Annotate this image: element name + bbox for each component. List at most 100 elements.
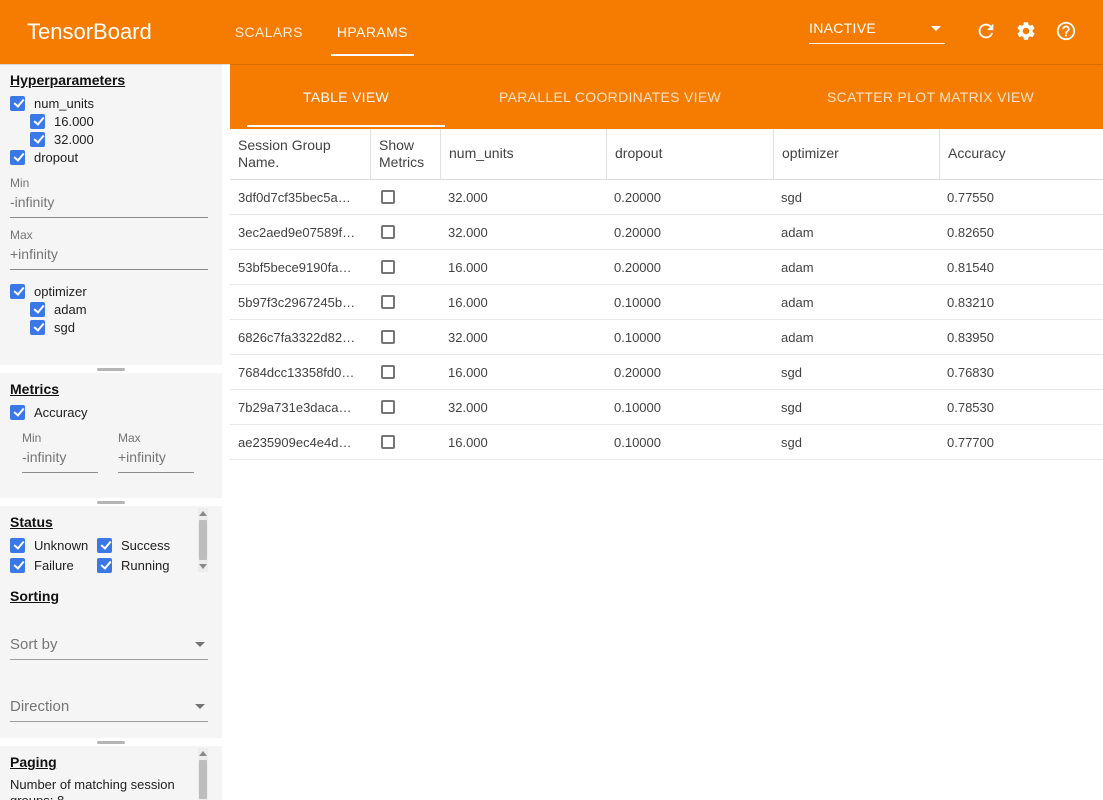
tab-hparams[interactable]: HPARAMS: [320, 8, 425, 56]
cell-optimizer: sgd: [781, 399, 802, 415]
metrics-max-col: Max: [118, 423, 194, 473]
checkbox-icon: [30, 301, 45, 317]
table-row[interactable]: 3ec2aed9e07589f… 32.000 0.20000 adam 0.8…: [230, 215, 1103, 250]
checkbox-label: Unknown: [34, 537, 89, 553]
checkbox-icon: [10, 283, 25, 299]
cell-num-units: 32.000: [448, 189, 488, 205]
sort-by-value: Sort by: [10, 636, 58, 653]
help-icon[interactable]: [1055, 20, 1079, 44]
checkbox-label: Running: [121, 557, 170, 573]
col-session-group-name[interactable]: Session Group Name.: [238, 136, 331, 171]
run-status-dropdown[interactable]: INACTIVE: [809, 20, 945, 44]
refresh-icon[interactable]: [975, 20, 999, 44]
checkbox-icon: [10, 95, 25, 111]
metrics-min-max: Min Max: [22, 423, 222, 473]
cell-show-metrics: [370, 225, 440, 239]
checkbox-icon: [30, 319, 45, 335]
run-status-value: INACTIVE: [809, 20, 876, 36]
table-row[interactable]: 7b29a731e3daca… 32.000 0.10000 sgd 0.785…: [230, 390, 1103, 425]
checkbox-row-accuracy[interactable]: Accuracy: [10, 403, 222, 421]
cell-show-metrics: [370, 400, 440, 414]
show-metrics-checkbox[interactable]: [381, 330, 395, 344]
session-group-table: Session Group Name. Show Metrics num_uni…: [230, 129, 1103, 800]
cell-session-group-name: 7684dcc13358fd0…: [238, 364, 355, 380]
show-metrics-checkbox[interactable]: [381, 295, 395, 309]
show-metrics-checkbox[interactable]: [381, 190, 395, 204]
cell-session-group-name: 5b97f3c2967245b…: [238, 294, 356, 310]
checkbox-icon: [30, 113, 45, 129]
table-row[interactable]: 6826c7fa3322d82… 32.000 0.10000 adam 0.8…: [230, 320, 1103, 355]
pane-resize-handle[interactable]: [0, 498, 222, 506]
checkbox-label: 32.000: [54, 131, 94, 147]
pane-resize-handle[interactable]: [0, 738, 222, 746]
cell-show-metrics: [370, 190, 440, 204]
cell-optimizer: adam: [781, 329, 814, 345]
checkbox-icon: [10, 149, 25, 165]
cell-optimizer: adam: [781, 259, 814, 275]
direction-select[interactable]: Direction: [10, 692, 208, 722]
status-heading: Status: [10, 514, 53, 530]
status-scrollbar[interactable]: [198, 508, 208, 572]
tab-parallel-coordinates-view[interactable]: PARALLEL COORDINATES VIEW: [462, 64, 758, 129]
col-accuracy[interactable]: Accuracy: [939, 129, 1103, 179]
paging-scrollbar[interactable]: [198, 748, 208, 800]
dropout-max-input[interactable]: [10, 242, 208, 270]
col-show-metrics[interactable]: Show Metrics: [370, 129, 440, 179]
checkbox-label: num_units: [34, 95, 94, 111]
col-optimizer[interactable]: optimizer: [773, 129, 939, 179]
cell-accuracy: 0.83210: [947, 294, 994, 310]
sort-by-select[interactable]: Sort by: [10, 630, 208, 660]
metrics-min-input[interactable]: [22, 445, 98, 473]
metrics-max-input[interactable]: [118, 445, 194, 473]
checkbox-row-optimizer[interactable]: optimizer: [10, 282, 222, 300]
toolbar-right: INACTIVE: [809, 20, 1079, 44]
tab-scalars[interactable]: SCALARS: [218, 8, 320, 56]
checkbox-row-num-units-16[interactable]: 16.000: [30, 112, 222, 130]
checkbox-row-num-units-32[interactable]: 32.000: [30, 130, 222, 148]
gear-icon[interactable]: [1015, 20, 1039, 44]
checkbox-icon: [97, 557, 112, 573]
cell-num-units: 16.000: [448, 294, 488, 310]
cell-session-group-name: 3df0d7cf35bec5a…: [238, 189, 351, 205]
checkbox-row-sgd[interactable]: sgd: [30, 318, 222, 336]
checkbox-icon: [30, 131, 45, 147]
cell-num-units: 16.000: [448, 259, 488, 275]
table-row[interactable]: 3df0d7cf35bec5a… 32.000 0.20000 sgd 0.77…: [230, 180, 1103, 215]
table-row[interactable]: 53bf5bece9190fa… 16.000 0.20000 adam 0.8…: [230, 250, 1103, 285]
checkbox-row-dropout[interactable]: dropout: [10, 148, 222, 166]
resize-grip: [97, 740, 125, 744]
table-row[interactable]: 7684dcc13358fd0… 16.000 0.20000 sgd 0.76…: [230, 355, 1103, 390]
table-row[interactable]: 5b97f3c2967245b… 16.000 0.10000 adam 0.8…: [230, 285, 1103, 320]
cell-optimizer: sgd: [781, 434, 802, 450]
show-metrics-checkbox[interactable]: [381, 365, 395, 379]
paging-pane: Paging Number of matching session groups…: [0, 746, 222, 800]
checkbox-row-success[interactable]: Success: [97, 536, 196, 554]
tab-scatter-plot-matrix-view[interactable]: SCATTER PLOT MATRIX VIEW: [758, 64, 1103, 129]
cell-accuracy: 0.77550: [947, 189, 994, 205]
checkbox-row-num-units[interactable]: num_units: [10, 94, 222, 112]
cell-dropout: 0.10000: [614, 329, 661, 345]
tab-table-view[interactable]: TABLE VIEW: [230, 64, 462, 129]
show-metrics-checkbox[interactable]: [381, 260, 395, 274]
cell-show-metrics: [370, 260, 440, 274]
pane-resize-handle[interactable]: [0, 365, 222, 373]
show-metrics-checkbox[interactable]: [381, 435, 395, 449]
checkbox-row-running[interactable]: Running: [97, 556, 196, 574]
col-dropout[interactable]: dropout: [606, 129, 773, 179]
show-metrics-checkbox[interactable]: [381, 400, 395, 414]
cell-accuracy: 0.78530: [947, 399, 994, 415]
top-toolbar: TensorBoard SCALARS HPARAMS INACTIVE: [0, 0, 1103, 64]
checkbox-row-unknown[interactable]: Unknown: [10, 536, 97, 554]
hyperparameters-pane: Hyperparameters num_units 16.000 32.000 …: [0, 64, 222, 365]
cell-optimizer: sgd: [781, 189, 802, 205]
checkbox-row-adam[interactable]: adam: [30, 300, 222, 318]
dropout-min-input[interactable]: [10, 190, 208, 218]
show-metrics-checkbox[interactable]: [381, 225, 395, 239]
resize-grip: [97, 367, 125, 371]
content-area: Hyperparameters num_units 16.000 32.000 …: [0, 64, 1103, 800]
tab-parallel-coordinates-label: PARALLEL COORDINATES VIEW: [499, 88, 721, 105]
table-header: Session Group Name. Show Metrics num_uni…: [230, 129, 1103, 180]
table-row[interactable]: ae235909ec4e4d… 16.000 0.10000 sgd 0.777…: [230, 425, 1103, 460]
col-num-units[interactable]: num_units: [440, 129, 606, 179]
checkbox-row-failure[interactable]: Failure: [10, 556, 97, 574]
